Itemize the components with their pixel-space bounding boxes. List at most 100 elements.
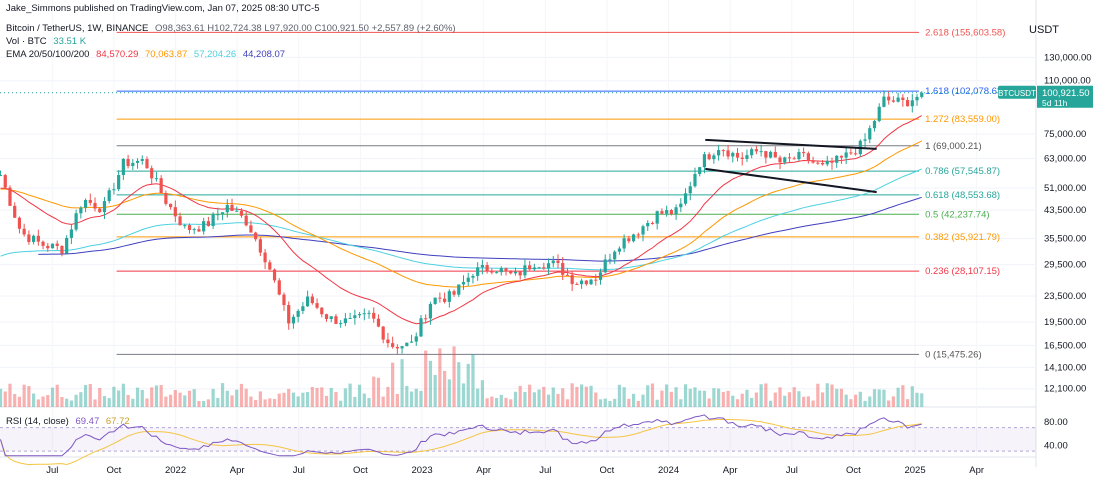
candle-body	[244, 215, 248, 226]
candle-body	[830, 160, 834, 163]
candle-body	[187, 225, 192, 230]
x-tick-label: Oct	[600, 465, 615, 476]
volume-bar	[461, 383, 466, 407]
symbol-tag-label: BTCUSDT	[998, 89, 1036, 98]
volume-bar	[584, 386, 588, 407]
candle-body	[882, 96, 886, 107]
candle-body	[414, 336, 418, 342]
candle-body	[386, 339, 390, 344]
candle-body	[8, 187, 12, 206]
y-tick-label: 19,500.00	[1044, 317, 1086, 328]
volume-bar	[764, 383, 768, 407]
candle-body	[650, 222, 655, 224]
candle-body	[485, 265, 489, 271]
volume-bar	[561, 388, 565, 407]
x-tick-label: Apr	[723, 465, 738, 476]
volume-bar	[3, 391, 7, 407]
volume-bar	[471, 354, 475, 407]
price-tag	[1037, 85, 1093, 108]
symbol-legend[interactable]: Bitcoin / TetherUS, 1W, BINANCE O98,363.…	[6, 23, 460, 34]
candle-body	[891, 100, 896, 102]
candle-body	[844, 152, 848, 158]
volume-bar	[414, 388, 418, 407]
candle-body	[443, 298, 447, 302]
candle-body	[457, 284, 461, 295]
volume-bar	[348, 383, 352, 407]
volume-bar	[150, 387, 154, 407]
candle-body	[83, 199, 88, 208]
volume-bar	[197, 400, 201, 407]
candle-body	[688, 186, 692, 194]
candle-body	[74, 213, 78, 230]
candle-body	[471, 275, 475, 278]
volume-bar	[55, 384, 59, 407]
fib-level-label: 1 (69,000.21)	[925, 141, 982, 152]
candle-body	[707, 154, 711, 160]
candle-body	[320, 307, 324, 315]
volume-bar	[669, 391, 673, 407]
volume-bar	[688, 388, 692, 407]
symbol-name[interactable]: Bitcoin / TetherUS, 1W, BINANCE	[6, 23, 149, 34]
volume-bar	[169, 394, 173, 407]
candle-body	[556, 260, 560, 264]
candle-body	[528, 265, 532, 270]
volume-bar	[22, 384, 26, 407]
candle-body	[811, 160, 815, 163]
volume-bar	[343, 388, 347, 407]
candle-body	[41, 241, 45, 246]
volume-bar	[523, 391, 527, 407]
volume-bar	[395, 393, 399, 407]
volume-bar	[787, 392, 792, 407]
candle-body	[920, 92, 924, 97]
candle-body	[504, 268, 508, 271]
volume-bar	[816, 383, 820, 407]
price-tag-countdown: 5d 11h	[1042, 98, 1068, 108]
candle-body	[641, 226, 645, 235]
candle-body	[46, 245, 50, 249]
volume-bar	[164, 396, 168, 407]
rsi-label: RSI (14, close)	[6, 416, 69, 427]
candle-body	[315, 303, 319, 308]
volume-bar	[778, 387, 782, 407]
volume-bar	[187, 390, 192, 407]
candle-body	[665, 210, 669, 214]
trendline	[705, 138, 877, 150]
candle-body	[854, 153, 858, 155]
volume-bar	[452, 346, 456, 407]
volume-bar	[0, 388, 3, 407]
volume-bar	[372, 376, 376, 407]
candle-body	[740, 157, 744, 159]
volume-bar	[717, 388, 721, 407]
candle-body	[121, 158, 125, 176]
candle-body	[140, 159, 144, 161]
x-tick-label: Oct	[107, 465, 122, 476]
candle-body	[735, 152, 740, 158]
candle-body	[159, 178, 163, 194]
volume-bar	[575, 386, 579, 407]
x-tick-label: 2023	[411, 465, 432, 476]
ema20-line	[0, 115, 922, 325]
volume-bar	[802, 396, 806, 407]
candle-body	[13, 205, 17, 218]
volume-bar	[830, 384, 834, 407]
candle-body	[466, 277, 470, 282]
volume-bar	[320, 387, 324, 407]
candle-body	[225, 204, 229, 213]
candle-body	[726, 150, 730, 157]
candle-body	[296, 310, 300, 317]
candle-body	[60, 245, 64, 254]
rsi-legend[interactable]: RSI (14, close) 69.47 67.72	[6, 416, 134, 427]
candle-body	[348, 318, 352, 320]
volume-bar	[79, 392, 83, 407]
ema-legend[interactable]: EMA 20/50/100/200 84,570.29 70,063.87 57…	[6, 49, 289, 60]
volume-bar	[750, 397, 754, 407]
volume-bar	[178, 392, 182, 407]
volume-bar	[230, 395, 234, 407]
price-tag-value: 100,921.50	[1042, 88, 1090, 99]
candle-body	[254, 232, 258, 240]
volume-legend[interactable]: Vol · BTC 33.51 K	[6, 36, 90, 47]
x-tick-label: Apr	[969, 465, 984, 476]
ema200-value: 44,208.07	[242, 49, 286, 60]
